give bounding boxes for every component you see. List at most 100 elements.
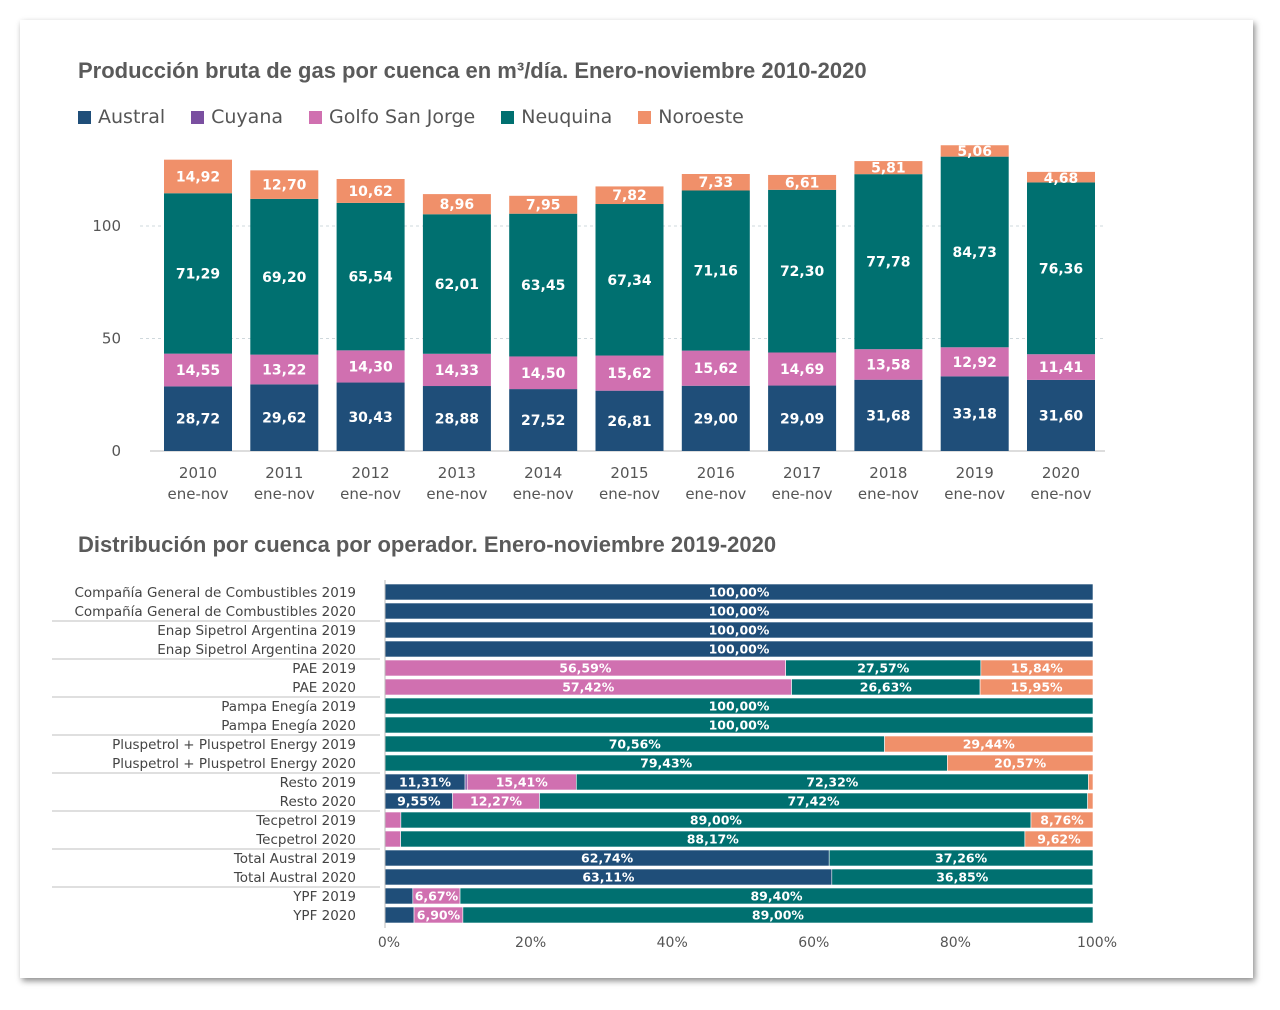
hbar-value-label: 100,00% [709,585,770,600]
legend-swatch-austral [78,110,91,124]
hbar-value-label: 100,00% [709,623,770,638]
bar-value-label: 15,62 [694,361,738,377]
bar-value-label: 8,96 [440,197,475,213]
bar-value-label: 84,73 [953,245,997,261]
hbar-value-label: 26,63% [860,680,913,695]
bar-segment-austral [1027,379,1095,451]
bar-value-label: 69,20 [262,270,307,286]
bar-segment-noroeste [768,174,837,190]
hbar-value-label: 70,56% [609,737,662,752]
x-tick-sublabel: ene-nov [254,485,315,503]
y-tick-label: 0 [111,442,121,460]
legend-label-golfo-san-jorge: Golfo San Jorge [329,106,476,128]
legend-item-cuyana: Cuyana [191,106,283,128]
bar-segment-noroeste [250,170,319,199]
bar-segment-neuquina [940,156,1009,348]
hbar-segment-noroeste [1087,792,1094,810]
hbar-value-label: 100,00% [709,642,770,657]
bar-segment-neuquina [595,204,664,356]
bar-segment-austral [595,390,664,451]
legend-swatch-cuyana [191,110,205,124]
hbar-segment-noroeste [1030,811,1094,829]
x-tick-sublabel: ene-nov [685,485,746,503]
hbar-value-label: 89,00% [752,908,805,923]
x-tick-label: 2019 [956,464,994,482]
row-label: Compañía General de Combustibles 2019 [74,585,356,601]
bar-segment-noroeste [940,145,1009,157]
bar-value-label: 28,72 [176,412,220,428]
bar-segment-noroeste [509,195,578,214]
production-stacked-bar-chart: 0 50 100 28,72 14,55 71,29 14,92 2010 ene-nov 29,… [92,144,1105,503]
row-label: Resto 2020 [280,794,356,810]
bar-segment-austral [422,386,491,451]
hbar-value-label: 37,26% [935,851,988,866]
bar-value-label: 67,34 [607,273,652,289]
hbar-value-label: 15,84% [1011,661,1064,676]
hbar-segment-noroeste [979,678,1094,696]
x-tick-label: 2014 [524,464,562,482]
bar-value-label: 76,36 [1039,261,1083,277]
bar-value-label: 63,45 [521,278,565,294]
bar-segment-austral [250,384,319,451]
legend-item-austral: Austral [78,106,165,128]
x-percent-tick-label: 40% [657,935,688,951]
hbar-segment-noroeste [947,754,1094,772]
hbar-value-label: 29,44% [963,737,1016,752]
row-label: Tecpetrol 2019 [255,813,356,829]
bar-value-label: 13,58 [866,357,910,373]
x-tick-label: 2018 [869,464,907,482]
hbar-segment-noroeste [884,735,1094,753]
bar-segment-golfo-san-jorge [250,354,319,385]
x-tick-sublabel: ene-nov [168,485,229,503]
bar-value-label: 33,18 [953,407,997,423]
row-label: Compañía General de Combustibles 2020 [74,604,356,620]
bar-segment-austral [940,376,1009,451]
x-tick-sublabel: ene-nov [858,485,919,503]
legend: Austral Cuyana Golfo San Jorge Neuquina … [78,106,770,128]
legend-label-cuyana: Cuyana [211,106,284,128]
row-label: Pluspetrol + Pluspetrol Energy 2020 [112,756,356,772]
hbar-segment-golfo-san-jorge [384,830,401,848]
x-tick-sublabel: ene-nov [426,485,487,503]
x-tick-sublabel: ene-nov [772,485,833,503]
hbar-segment-golfo-san-jorge [384,811,402,829]
row-label: YPF 2020 [292,908,356,924]
legend-item-neuquina: Neuquina [501,106,612,128]
hbar-value-label: 20,57% [994,756,1047,771]
x-tick-label: 2012 [352,464,390,482]
hbar-value-label: 100,00% [709,604,770,619]
bar-segment-austral [336,382,405,451]
bar-segment-golfo-san-jorge [681,350,750,386]
x-tick-sublabel: ene-nov [599,485,660,503]
hbar-value-label: 15,41% [496,775,549,790]
bar-value-label: 5,06 [957,144,992,160]
bar-segment-austral [164,386,232,451]
legend-label-neuquina: Neuquina [521,106,613,128]
bar-value-label: 71,29 [176,266,220,282]
bar-segment-neuquina [509,213,578,357]
hbar-value-label: 63,11% [582,870,635,885]
bar-value-label: 30,43 [348,410,392,426]
bar-value-label: 12,92 [953,355,997,371]
bar-value-label: 77,78 [866,255,910,271]
legend-item-golfo-san-jorge: Golfo San Jorge [309,106,475,128]
bar-segment-noroeste [681,174,750,191]
bar-value-label: 7,95 [526,198,561,214]
bar-value-label: 4,68 [1044,171,1079,187]
bar-segment-austral [681,385,750,451]
bar-value-label: 14,50 [521,366,566,382]
hbar-segment-neuquina [828,849,1094,867]
x-tick-sublabel: ene-nov [340,485,401,503]
hbar-value-label: 100,00% [709,718,770,733]
bar-value-label: 11,41 [1039,360,1083,376]
bar-segment-austral [509,389,578,451]
legend-item-noroeste: Noroeste [638,106,744,128]
hbar-segment-neuquina [459,887,1094,905]
x-tick-sublabel: ene-nov [513,485,574,503]
hbar-segment-austral [384,906,415,924]
hbar-segment-neuquina [831,868,1094,886]
bar-value-label: 6,61 [785,175,820,191]
hbar-value-label: 12,27% [470,794,523,809]
bar-segment-golfo-san-jorge [854,349,923,380]
bar-value-label: 14,69 [780,362,824,378]
